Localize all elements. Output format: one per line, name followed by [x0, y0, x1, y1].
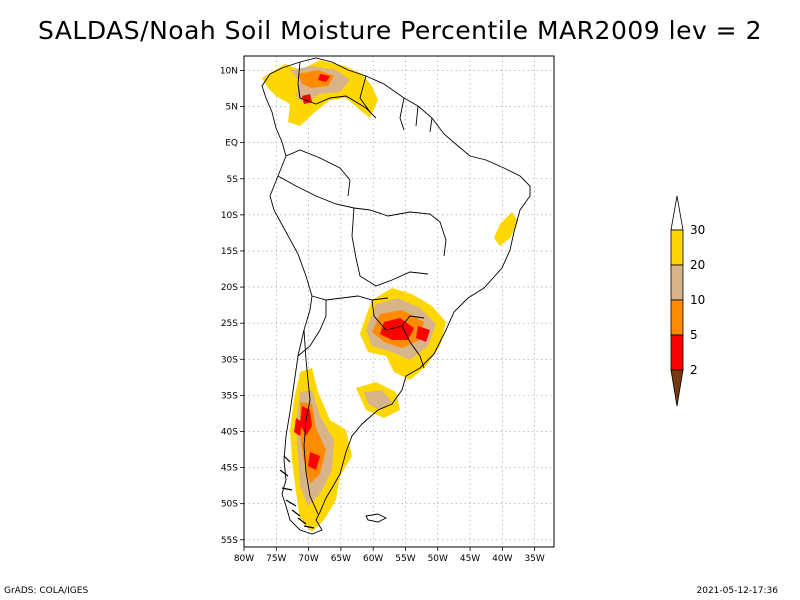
tick-label-lat: 30S: [221, 355, 238, 365]
shade-patagonia-red: [294, 406, 320, 470]
tick-label-lon: 45W: [460, 554, 480, 564]
colorbar-band-10: [670, 299, 684, 336]
colorbar-band-20: [670, 264, 684, 301]
tick-label-lon: 50W: [428, 554, 448, 564]
tick-label-lon: 80W: [234, 554, 254, 564]
south-america-coastline: [261, 57, 531, 535]
footer-timestamp: 2021-05-12-17:36: [696, 586, 779, 596]
shading-layer: [262, 60, 518, 532]
tick-label-lon: 40W: [492, 554, 512, 564]
shade-south-red: [380, 318, 430, 342]
colorbar-top-cap: [670, 195, 684, 231]
tick-label-lon: 55W: [395, 554, 415, 564]
tick-label-lat: 20S: [221, 283, 238, 293]
axis-ticks: 80W 75W 70W 65W 60W 55W 50W 45W 40W 35W 10N 5N EQ 5S 1…: [220, 66, 545, 564]
tick-label-lon: 35W: [524, 554, 544, 564]
coastline-borders: [261, 57, 531, 535]
tick-label-lon: 70W: [298, 554, 318, 564]
tick-label-lat: 25S: [221, 319, 238, 329]
colorbar-label-20: 20: [690, 258, 706, 272]
colorbar-label-2: 2: [690, 363, 698, 377]
tick-label-lat: 10S: [221, 211, 238, 221]
colorbar-band-5: [670, 334, 684, 371]
country-borders: [277, 61, 447, 515]
shade-ne-brazil: [494, 212, 518, 246]
falklands: [365, 513, 388, 523]
tick-label-lon: 60W: [363, 554, 383, 564]
tick-label-lat: 50S: [221, 500, 238, 510]
shade-north-red: [302, 74, 330, 104]
tick-label-lat: 35S: [221, 391, 238, 401]
tick-label-lon: 75W: [266, 554, 286, 564]
colorbar-band-30: [670, 229, 684, 266]
shade-north-orange: [298, 70, 334, 88]
colorbar-bottom-cap: [670, 369, 684, 407]
tick-label-lat: 15S: [221, 247, 238, 257]
colorbar-label-10: 10: [690, 293, 706, 307]
colorbar-label-5: 5: [690, 328, 698, 342]
shade-argentina-central-tan: [364, 390, 392, 410]
footer-credit: GrADS: COLA/IGES: [4, 586, 89, 596]
tick-label-lat: 5N: [226, 103, 238, 113]
tick-label-lat: 40S: [221, 427, 238, 437]
tick-label-lat: 45S: [221, 464, 238, 474]
tick-label-lat: 5S: [227, 175, 239, 185]
tick-label-lon: 65W: [331, 554, 351, 564]
tick-label-lat: 55S: [221, 536, 238, 546]
tick-label-lat: EQ: [225, 139, 238, 149]
chile-archipelago: [279, 455, 315, 529]
colorbar: [670, 195, 684, 407]
map-title: SALDAS/Noah Soil Moisture Percentile MAR…: [38, 16, 762, 45]
map-frame: [243, 55, 555, 548]
tick-label-lat: 10N: [220, 66, 238, 76]
colorbar-label-30: 30: [690, 223, 706, 237]
